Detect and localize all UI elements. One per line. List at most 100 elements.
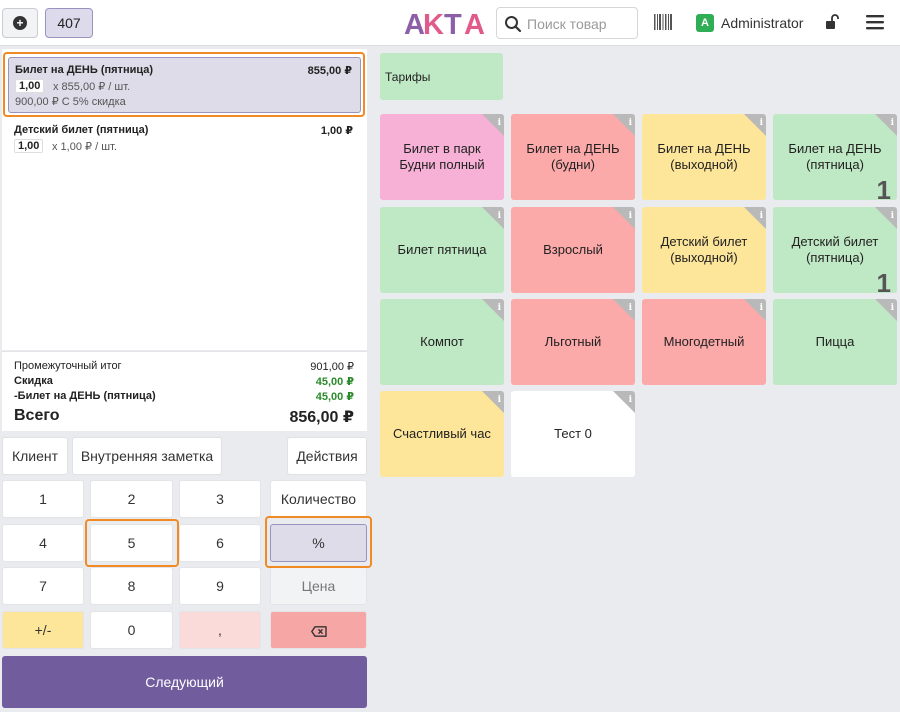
product-tile[interactable]: Билет в парк Будни полный i bbox=[380, 114, 504, 200]
discount-mode-button[interactable]: % bbox=[270, 524, 367, 562]
akta-logo: A K T A bbox=[404, 9, 486, 38]
product-info-corner[interactable] bbox=[744, 207, 766, 229]
info-icon[interactable]: i bbox=[759, 118, 763, 128]
info-icon[interactable]: i bbox=[497, 395, 501, 405]
discount-row: Скидка 45,00 ₽ bbox=[14, 375, 354, 388]
internal-note-button[interactable]: Внутренняя заметка bbox=[72, 437, 222, 475]
product-info-corner[interactable] bbox=[875, 114, 897, 136]
search-input[interactable] bbox=[527, 14, 633, 34]
info-icon[interactable]: i bbox=[628, 395, 632, 405]
numpad-key-9[interactable]: 9 bbox=[179, 567, 261, 605]
product-info-corner[interactable] bbox=[482, 114, 504, 136]
product-info-corner[interactable] bbox=[875, 299, 897, 321]
new-order-button[interactable]: + bbox=[2, 8, 38, 38]
subtotal-row: Промежуточный итог 901,00 ₽ bbox=[14, 360, 354, 373]
backspace-button[interactable] bbox=[270, 611, 367, 649]
info-icon[interactable]: i bbox=[497, 303, 501, 313]
price-mode-button[interactable]: Цена bbox=[270, 567, 367, 605]
order-line-name: Детский билет (пятница) bbox=[14, 124, 149, 136]
info-icon[interactable]: i bbox=[628, 211, 632, 221]
numpad-key-3[interactable]: 3 bbox=[179, 480, 261, 518]
product-info-corner[interactable] bbox=[613, 391, 635, 413]
barcode-icon[interactable] bbox=[654, 14, 672, 30]
info-icon[interactable]: i bbox=[890, 118, 894, 128]
numpad-key-8[interactable]: 8 bbox=[90, 567, 173, 605]
unlock-icon[interactable] bbox=[826, 14, 840, 30]
info-icon[interactable]: i bbox=[890, 211, 894, 221]
product-info-corner[interactable] bbox=[744, 299, 766, 321]
product-tile[interactable]: Билет на ДЕНЬ (выходной) i bbox=[642, 114, 766, 200]
hamburger-icon[interactable] bbox=[866, 15, 884, 30]
order-line-selected[interactable]: Билет на ДЕНЬ (пятница) 855,00 ₽ 1,00 x … bbox=[8, 57, 361, 113]
next-button[interactable]: Следующий bbox=[2, 656, 367, 708]
order-line-unit-price: x 855,00 ₽ / шт. bbox=[53, 81, 131, 93]
product-tile[interactable]: Многодетный i bbox=[642, 299, 766, 385]
customer-button[interactable]: Клиент bbox=[2, 437, 68, 475]
order-line-price: 855,00 ₽ bbox=[307, 65, 352, 77]
product-tile[interactable]: Пицца i bbox=[773, 299, 897, 385]
info-icon[interactable]: i bbox=[497, 211, 501, 221]
category-button-tariffs[interactable]: Тарифы bbox=[380, 53, 503, 100]
numpad-key-0[interactable]: 0 bbox=[90, 611, 173, 649]
numpad-key-7[interactable]: 7 bbox=[2, 567, 84, 605]
quantity-mode-button[interactable]: Количество bbox=[270, 480, 367, 518]
order-line[interactable]: Детский билет (пятница) 1,00 ₽ 1,00 x 1,… bbox=[8, 122, 361, 162]
product-tile[interactable]: Счастливый час i bbox=[380, 391, 504, 477]
actions-button[interactable]: Действия bbox=[287, 437, 367, 475]
svg-text:T: T bbox=[444, 9, 462, 38]
order-line-unit-price: x 1,00 ₽ / шт. bbox=[52, 141, 117, 153]
discount-line-row: -Билет на ДЕНЬ (пятница) 45,00 ₽ bbox=[14, 390, 354, 403]
svg-text:A: A bbox=[464, 9, 485, 38]
discount-line-value: 45,00 ₽ bbox=[315, 391, 354, 403]
svg-text:K: K bbox=[423, 9, 444, 38]
info-icon[interactable]: i bbox=[497, 118, 501, 128]
order-line-price: 1,00 ₽ bbox=[320, 125, 353, 137]
numpad-key-5[interactable]: 5 bbox=[90, 524, 173, 562]
total-label: Всего bbox=[14, 407, 60, 424]
top-bar: + 407 A K T A A Administrator bbox=[0, 0, 900, 46]
discount-value: 45,00 ₽ bbox=[315, 376, 354, 388]
product-info-corner[interactable] bbox=[482, 207, 504, 229]
product-info-corner[interactable] bbox=[613, 299, 635, 321]
product-tile[interactable]: Билет на ДЕНЬ (будни) i bbox=[511, 114, 635, 200]
product-tile[interactable]: Билет пятница i bbox=[380, 207, 504, 293]
product-info-corner[interactable] bbox=[744, 114, 766, 136]
product-name: Тест 0 bbox=[554, 426, 592, 441]
order-tab[interactable]: 407 bbox=[45, 8, 93, 38]
product-search[interactable] bbox=[496, 7, 638, 39]
order-line-discount-info: 900,00 ₽ С 5% скидка bbox=[15, 96, 126, 108]
product-tile[interactable]: Льготный i bbox=[511, 299, 635, 385]
info-icon[interactable]: i bbox=[759, 211, 763, 221]
product-tile[interactable]: Компот i bbox=[380, 299, 504, 385]
product-info-corner[interactable] bbox=[482, 299, 504, 321]
decimal-separator-button[interactable]: , bbox=[179, 611, 261, 649]
product-tile[interactable]: Детский билет (выходной) i bbox=[642, 207, 766, 293]
product-name: Билет в парк Будни полный bbox=[399, 141, 485, 172]
product-name: Детский билет (выходной) bbox=[660, 234, 748, 265]
info-icon[interactable]: i bbox=[628, 118, 632, 128]
product-tile[interactable]: Взрослый i bbox=[511, 207, 635, 293]
product-tile[interactable]: Билет на ДЕНЬ (пятница) i 1 bbox=[773, 114, 897, 200]
product-name: Компот bbox=[420, 334, 464, 349]
product-info-corner[interactable] bbox=[613, 114, 635, 136]
product-info-corner[interactable] bbox=[613, 207, 635, 229]
user-name: Administrator bbox=[721, 15, 804, 31]
product-info-corner[interactable] bbox=[482, 391, 504, 413]
info-icon[interactable]: i bbox=[890, 303, 894, 313]
user-menu[interactable]: A Administrator bbox=[696, 13, 803, 33]
product-quantity-badge: 1 bbox=[876, 175, 891, 200]
numpad-key-2[interactable]: 2 bbox=[90, 480, 173, 518]
product-name: Детский билет (пятница) bbox=[791, 234, 879, 265]
product-tile[interactable]: Тест 0 i bbox=[511, 391, 635, 477]
plus-minus-button[interactable]: +/- bbox=[2, 611, 84, 649]
numpad-key-4[interactable]: 4 bbox=[2, 524, 84, 562]
product-name: Билет пятница bbox=[397, 242, 487, 257]
product-tile[interactable]: Детский билет (пятница) i 1 bbox=[773, 207, 897, 293]
numpad-key-1[interactable]: 1 bbox=[2, 480, 84, 518]
total-value: 856,00 ₽ bbox=[289, 409, 354, 426]
info-icon[interactable]: i bbox=[759, 303, 763, 313]
product-name: Льготный bbox=[544, 334, 602, 349]
info-icon[interactable]: i bbox=[628, 303, 632, 313]
product-info-corner[interactable] bbox=[875, 207, 897, 229]
numpad-key-6[interactable]: 6 bbox=[179, 524, 261, 562]
